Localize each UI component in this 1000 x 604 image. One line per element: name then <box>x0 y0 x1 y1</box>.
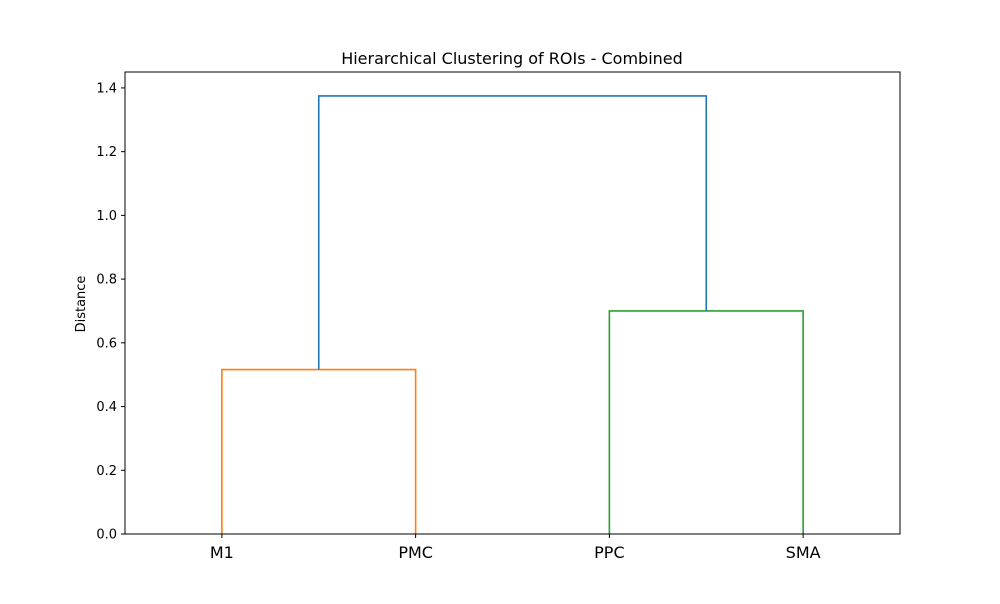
y-tick-label: 0.8 <box>96 273 117 288</box>
dendrogram-links <box>221 95 804 534</box>
dendrogram-link-3 <box>317 95 708 370</box>
x-axis-ticks: M1 PMC PPC SMA <box>210 534 821 562</box>
x-tick-label-ppc: PPC <box>594 543 624 562</box>
y-tick-label: 0.0 <box>96 528 117 543</box>
dendrogram-link-1 <box>221 368 417 534</box>
y-axis-label: Distance <box>74 276 89 333</box>
y-tick-label: 0.6 <box>96 336 117 351</box>
y-tick-label: 1.2 <box>96 145 117 160</box>
y-tick-label: 0.4 <box>96 400 117 415</box>
x-tick-label-m1: M1 <box>210 543 234 562</box>
y-tick-label: 0.2 <box>96 464 117 479</box>
x-tick-label-pmc: PMC <box>398 543 433 562</box>
y-axis-ticks: 0.0 0.2 0.4 0.6 0.8 1.0 1.2 1.4 <box>96 81 125 543</box>
x-tick-label-sma: SMA <box>786 543 821 562</box>
y-tick-label: 1.4 <box>96 81 117 96</box>
chart-title: Hierarchical Clustering of ROIs - Combin… <box>341 49 683 68</box>
plot-area-frame <box>124 71 901 535</box>
y-tick-label: 1.0 <box>96 209 117 224</box>
dendrogram-link-2 <box>608 310 804 534</box>
